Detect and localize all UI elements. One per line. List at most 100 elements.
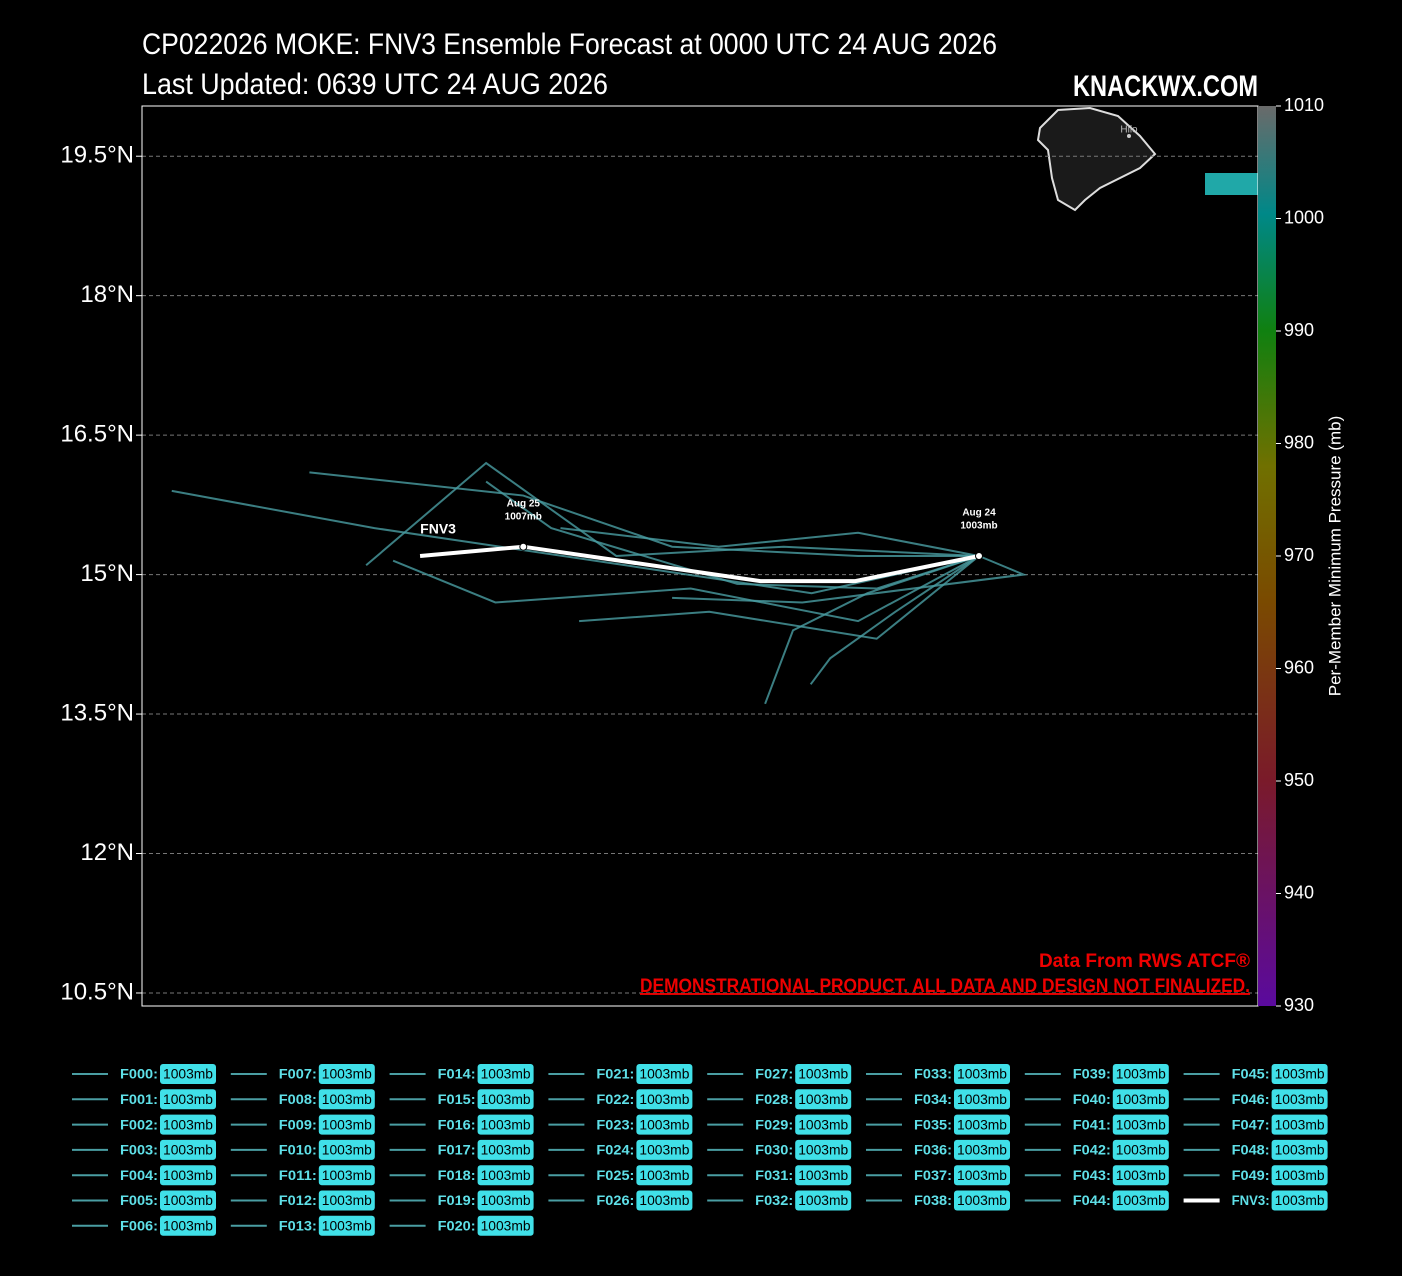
city-label: Hilo [1120,125,1138,136]
legend-name: F003: [120,1142,158,1158]
legend-value: 1003mb [1116,1091,1166,1107]
legend-name: F037: [914,1167,952,1183]
legend-badge [318,1215,375,1236]
main-track [419,544,980,584]
legend-name: F012: [279,1192,317,1208]
marker-box [1205,173,1258,195]
legend-value: 1003mb [798,1167,848,1183]
legend-badge [1271,1165,1328,1186]
y-tick-label: 15°N [80,560,134,587]
legend-name: F016: [438,1116,476,1132]
legend-name: F045: [1232,1066,1270,1082]
member-track [672,555,1028,604]
source-note: Data From RWS ATCF® [1039,951,1250,972]
legend-badge [636,1064,693,1084]
legend-name: F004: [120,1167,158,1183]
legend-name: F014: [438,1066,476,1082]
legend-badge [477,1089,534,1110]
point-pressure: 1007mb [505,511,542,522]
colorbar-tick-label: 930 [1284,995,1314,1015]
legend-badge [954,1165,1010,1186]
subtitle: Last Updated: 0639 UTC 24 AUG 2026 [142,68,608,101]
legend-badge [160,1114,216,1135]
legend-name: F000: [120,1066,158,1082]
legend-value: 1003mb [481,1218,531,1234]
legend-name: F013: [279,1218,317,1234]
legend-name: F017: [438,1142,476,1158]
legend-value: 1003mb [957,1167,1007,1183]
member-track [309,471,979,557]
legend-badge [477,1165,534,1186]
legend-name: F048: [1232,1142,1270,1158]
legend-name: F020: [438,1218,476,1234]
legend-badge [636,1190,693,1211]
member-track [764,555,980,705]
legend-badge [954,1064,1010,1084]
map-layer: Hilo [1036,106,1157,212]
legend-badge [1112,1089,1169,1110]
legend-value: 1003mb [957,1192,1007,1208]
legend-badge [954,1114,1010,1135]
legend-value: 1003mb [798,1091,848,1107]
legend-badge [477,1215,534,1236]
colorbar-tick-label: 960 [1284,657,1314,677]
colorbar-tick-label: 1000 [1284,207,1324,227]
legend-name: F023: [596,1116,634,1132]
legend-name: F021: [596,1066,634,1082]
point-pressure: 1003mb [960,521,997,532]
legend-value: 1003mb [481,1066,531,1082]
legend-name: F026: [596,1192,634,1208]
point-date: Aug 24 [962,508,996,519]
legend-value: 1003mb [798,1192,848,1208]
member-track [171,489,980,595]
legend-value: 1003mb [322,1116,372,1132]
legend-badge [160,1139,216,1160]
legend-badge [318,1114,375,1135]
legend-value: 1003mb [481,1142,531,1158]
legend-value: 1003mb [639,1091,689,1107]
legend-value: 1003mb [322,1218,372,1234]
legend-value: 1003mb [798,1066,848,1082]
member-track [392,555,980,623]
legend-badge [318,1139,375,1160]
legend-name: F008: [279,1091,317,1107]
legend-name: F044: [1073,1192,1111,1208]
y-tick-label: 12°N [80,839,134,866]
legend-name: F018: [438,1167,476,1183]
legend-value: 1003mb [1275,1142,1325,1158]
legend-value: 1003mb [322,1192,372,1208]
legend-badge [795,1064,852,1084]
legend-value: 1003mb [481,1091,531,1107]
legend-badge [160,1089,216,1110]
legend-name: F036: [914,1142,952,1158]
legend-value: 1003mb [1275,1066,1325,1082]
legend-value: 1003mb [957,1142,1007,1158]
y-tick-label: 13.5°N [60,699,134,726]
legend-value: 1003mb [957,1091,1007,1107]
legend-badge [954,1190,1010,1211]
legend-value: 1003mb [639,1167,689,1183]
legend-badge [477,1114,534,1135]
legend-value: 1003mb [1116,1116,1166,1132]
legend-badge [477,1190,534,1211]
legend-badge [636,1139,693,1160]
member-track [809,555,980,685]
legend-name: F038: [914,1192,952,1208]
colorbar-tick-label: 940 [1284,882,1314,902]
colorbar-label: Per-Member Minimum Pressure (mb) [1325,416,1344,697]
legend-value: 1003mb [163,1066,213,1082]
legend-name: F015: [438,1091,476,1107]
legend-name: F040: [1073,1091,1111,1107]
legend-name: F035: [914,1116,952,1132]
legend-value: 1003mb [163,1142,213,1158]
legend-value: 1003mb [481,1167,531,1183]
legend-badge [160,1190,216,1211]
legend-badge [1112,1139,1169,1160]
legend-value: 1003mb [163,1116,213,1132]
legend-name: F027: [755,1066,793,1082]
colorbar-tick-label: 980 [1284,432,1314,452]
legend-badge [1271,1064,1328,1084]
track-point [975,552,983,560]
